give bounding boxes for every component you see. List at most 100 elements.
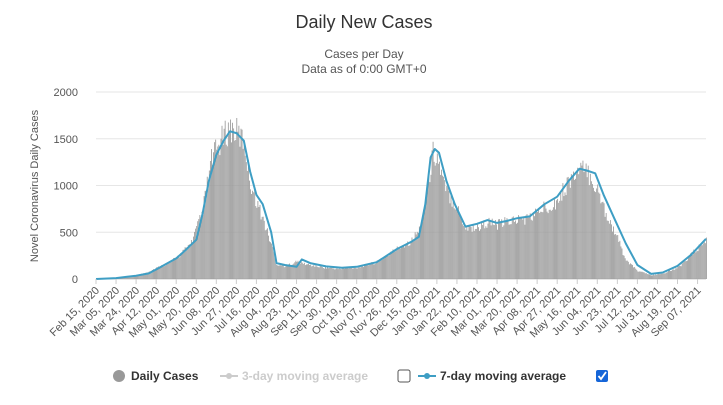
daily-cases-bar [333, 268, 335, 279]
daily-cases-bar [690, 253, 692, 279]
daily-cases-bar [366, 263, 368, 279]
daily-cases-bar [660, 273, 662, 279]
daily-cases-bar [297, 260, 299, 279]
daily-cases-bar [537, 211, 538, 279]
daily-cases-bar [580, 162, 582, 279]
daily-cases-bar [524, 224, 526, 279]
daily-cases-bar [417, 232, 419, 279]
daily-cases-bar [548, 209, 550, 279]
daily-cases-bar [336, 268, 338, 279]
daily-cases-bar [347, 267, 349, 279]
daily-cases-bar [647, 274, 649, 279]
daily-cases-bar [380, 259, 382, 279]
daily-cases-bar [699, 245, 701, 279]
daily-cases-bar [233, 128, 235, 279]
daily-cases-bar [213, 152, 214, 279]
daily-cases-bar [301, 262, 303, 279]
daily-cases-bar [403, 245, 404, 279]
chart-title: Daily New Cases [295, 12, 432, 32]
daily-cases-bar [433, 161, 435, 279]
daily-cases-bar [410, 242, 412, 279]
daily-cases-bar [269, 241, 270, 279]
daily-cases-bar [220, 138, 222, 279]
daily-cases-bar [325, 266, 326, 279]
daily-cases-bar [469, 226, 471, 279]
daily-cases-bar [616, 235, 618, 279]
daily-cases-bar [697, 251, 699, 279]
daily-cases-bar [627, 261, 629, 279]
daily-cases-bar [242, 148, 244, 279]
checkbox-7-day-average[interactable] [596, 370, 608, 382]
daily-cases-bar [235, 139, 237, 279]
daily-cases-bar [192, 242, 193, 279]
daily-cases-bar [358, 267, 360, 279]
daily-cases-bar [181, 253, 183, 279]
daily-cases-bar [135, 275, 136, 279]
daily-cases-bar [512, 216, 514, 279]
daily-cases-bar [528, 216, 530, 279]
checkbox-3-day-average[interactable] [397, 369, 411, 383]
daily-cases-bar [197, 221, 199, 279]
daily-cases-bar [557, 198, 559, 279]
daily-cases-bar [470, 227, 472, 279]
daily-cases-bar [547, 213, 549, 279]
daily-cases-bar [143, 273, 145, 279]
daily-cases-bar [545, 208, 547, 279]
daily-cases-bar [414, 232, 416, 279]
daily-cases-bar [193, 236, 194, 279]
daily-cases-bar [453, 208, 455, 279]
daily-cases-bar [562, 183, 564, 279]
daily-cases-bar [388, 255, 390, 279]
check-icon [597, 371, 607, 381]
daily-cases-bar [413, 239, 415, 279]
legend-item-7-day-average[interactable]: 7-day moving average [418, 369, 566, 383]
daily-cases-bar [246, 170, 248, 279]
daily-cases-bar [523, 217, 525, 279]
daily-cases-bar [185, 247, 187, 279]
daily-cases-bar [168, 262, 170, 279]
daily-cases-bar [604, 216, 606, 279]
daily-cases-bar [345, 267, 346, 279]
daily-cases-bar [208, 170, 210, 279]
daily-cases-bar [606, 220, 608, 279]
daily-cases-bar [139, 274, 141, 279]
legend-item-daily-cases[interactable]: Daily Cases [113, 369, 199, 383]
daily-cases-bar [535, 208, 536, 279]
daily-cases-bar [552, 207, 554, 279]
daily-cases-bar [174, 257, 175, 279]
daily-cases-bar [307, 264, 308, 279]
daily-cases-bar [489, 221, 491, 279]
daily-cases-bar [244, 155, 246, 279]
daily-cases-bar [189, 246, 191, 279]
daily-cases-bar [555, 209, 556, 279]
daily-cases-bar [137, 275, 138, 279]
daily-cases-bar [340, 269, 342, 279]
daily-cases-bar [127, 276, 129, 279]
daily-cases-bar [337, 269, 339, 279]
daily-cases-bar [688, 256, 689, 279]
daily-cases-bar [285, 264, 287, 279]
daily-cases-bar [425, 200, 427, 279]
y-axis-ticks: 0 500 1000 1500 2000 [54, 87, 78, 286]
daily-cases-bar [450, 194, 452, 279]
daily-cases-bar [255, 206, 257, 279]
daily-cases-bar [532, 212, 534, 279]
daily-cases-bar [448, 190, 450, 279]
daily-cases-bar [261, 216, 263, 279]
daily-cases-bar [331, 267, 333, 279]
daily-cases-bar [581, 165, 583, 279]
daily-cases-bar [479, 230, 480, 279]
daily-cases-bar [342, 268, 344, 279]
daily-cases-bar [234, 140, 236, 279]
daily-cases-bar [401, 247, 402, 279]
daily-cases-bar [563, 196, 565, 279]
daily-cases-bar [509, 224, 511, 279]
daily-cases-bar [560, 190, 562, 279]
daily-cases-bar [674, 269, 676, 279]
daily-cases-bar [288, 264, 289, 279]
daily-cases-bar [679, 265, 681, 279]
legend-item-3-day-average[interactable]: 3-day moving average [220, 369, 368, 383]
daily-cases-bar [577, 167, 579, 279]
daily-cases-bar [601, 202, 603, 279]
daily-cases-bar [422, 221, 423, 279]
